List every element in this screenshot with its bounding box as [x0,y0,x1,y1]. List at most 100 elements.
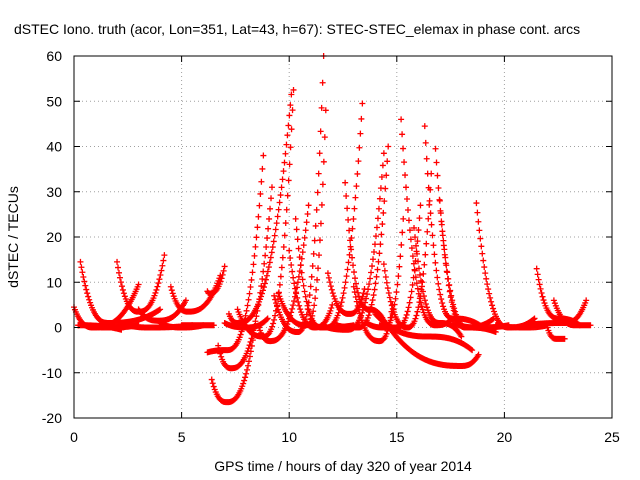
data-point [310,308,317,315]
y-tick-label: 10 [46,274,62,290]
data-point [281,232,288,239]
data-point [421,297,428,304]
data-point [435,280,442,287]
y-tick-label: 0 [54,320,62,336]
data-point [313,286,320,293]
data-point [218,275,225,282]
data-point [363,295,370,302]
data-point [360,290,367,297]
data-point [268,195,275,202]
data-point [372,233,379,240]
data-point [489,316,496,323]
data-point [484,281,491,288]
data-point [423,240,430,247]
data-point [405,304,412,311]
data-point [539,293,546,300]
data-point [541,300,548,307]
data-point [400,215,407,222]
data-point [406,227,413,234]
data-point [252,243,259,250]
data-point [297,262,304,269]
data-point [306,292,313,299]
data-point [355,158,362,165]
data-point [413,250,420,257]
data-point [450,307,457,314]
data-point [329,290,336,297]
data-point [262,252,269,259]
data-point [221,263,228,270]
data-point [82,282,89,289]
data-point [299,276,306,283]
data-point [264,268,271,275]
data-point [285,122,292,129]
data-point [369,263,376,270]
data-point [269,244,276,251]
data-point [289,268,296,275]
data-point [244,366,251,373]
data-point [314,276,321,283]
data-point [216,346,223,353]
data-point [154,283,161,290]
data-point [347,237,354,244]
data-point [115,264,122,271]
data-point [376,250,383,257]
data-point [255,213,262,220]
data-point [408,288,415,295]
data-point [286,161,293,168]
data-point [329,301,336,308]
data-point [247,338,254,345]
data-point [364,314,371,321]
data-point [283,206,290,213]
data-point [261,260,268,267]
data-point [402,172,409,179]
data-point [358,115,365,122]
data-point [481,264,488,271]
data-point [271,292,278,299]
data-point [350,283,357,290]
data-point [393,289,400,296]
data-point [433,159,440,166]
data-point [439,299,446,306]
data-point [394,281,401,288]
data-point [319,181,326,188]
data-point [311,302,318,309]
data-point [316,150,323,157]
data-point [416,215,423,222]
data-point [319,79,326,86]
data-point [561,335,568,342]
data-point [434,274,441,281]
data-point [282,220,289,227]
data-point [327,283,334,290]
y-tick-label: 40 [46,139,62,155]
data-point [287,144,294,151]
data-point [353,298,360,305]
data-point [268,249,275,256]
data-point [384,285,391,292]
data-point [390,308,397,315]
data-point [401,159,408,166]
data-point [371,241,378,248]
data-point [287,102,294,109]
data-point [260,284,267,291]
data-point [272,296,279,303]
data-point [346,227,353,234]
data-point [218,353,225,360]
data-point [298,269,305,276]
data-point [326,279,333,286]
data-point [77,258,84,265]
data-point [245,358,252,365]
data-point [432,259,439,266]
data-point [248,276,255,283]
data-point [299,249,306,256]
data-point [275,206,282,213]
data-point [291,280,298,287]
data-point [414,285,421,292]
data-point [447,294,454,301]
data-point [434,172,441,179]
data-point [282,150,289,157]
data-point [377,241,384,248]
data-point [534,271,541,278]
data-point [273,220,280,227]
data-point [160,257,167,264]
data-point [382,185,389,192]
